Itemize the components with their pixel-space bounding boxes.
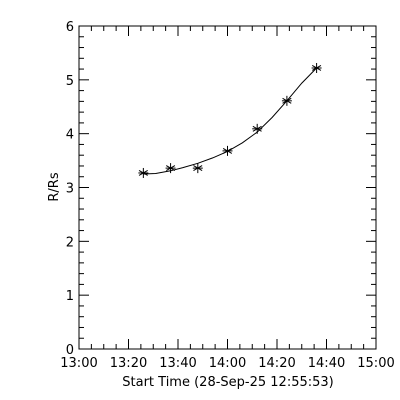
plot-frame xyxy=(78,25,377,350)
data-point xyxy=(192,163,203,174)
data-point xyxy=(138,167,149,178)
y-tick-label: 4 xyxy=(66,128,74,143)
y-tick-label: 5 xyxy=(66,74,74,89)
fit-curve xyxy=(143,67,317,175)
x-axis-label: Start Time (28-Sep-25 12:55:53) xyxy=(122,375,333,390)
x-tick-label: 14:20 xyxy=(258,356,295,371)
x-tick-label: 13:20 xyxy=(110,356,147,371)
x-tick-label: 14:00 xyxy=(209,356,246,371)
y-axis-label: R/Rs xyxy=(47,172,62,201)
y-tick-label: 6 xyxy=(66,20,74,35)
x-tick-label: 15:00 xyxy=(357,356,394,371)
data-point xyxy=(222,145,233,156)
y-tick-label: 3 xyxy=(66,182,74,197)
x-tick-label: 14:40 xyxy=(308,356,345,371)
x-tick-label: 13:00 xyxy=(60,356,97,371)
y-tick-label: 0 xyxy=(66,343,74,358)
y-tick-label: 1 xyxy=(66,289,74,304)
data-point xyxy=(281,95,292,106)
data-point xyxy=(311,62,322,73)
x-tick-label: 13:40 xyxy=(159,356,196,371)
data-point xyxy=(165,163,176,174)
y-tick-label: 2 xyxy=(66,235,74,250)
data-point xyxy=(252,123,263,134)
x-axis: 13:00 13:20 13:40 14:00 14:20 14:40 15:00 xyxy=(60,26,395,371)
y-axis: 0 1 2 3 4 5 6 xyxy=(66,20,376,358)
data-points xyxy=(138,62,322,178)
